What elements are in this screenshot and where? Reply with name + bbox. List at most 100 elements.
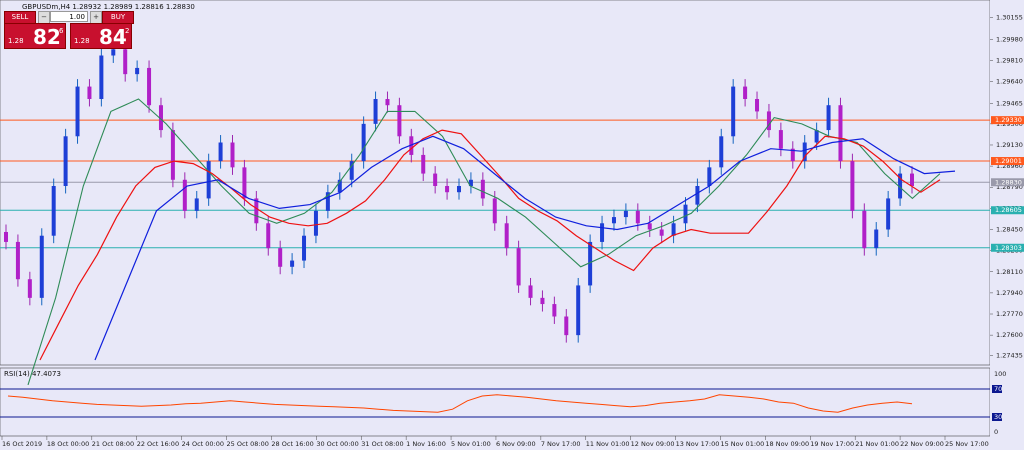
rsi-axis-100: 100	[994, 370, 1006, 378]
lot-size-input[interactable]: 1.00	[50, 11, 88, 22]
hline-tag-label: 1.29330	[995, 116, 1022, 124]
candle-body	[147, 67, 152, 106]
time-tick-label: 11 Nov 01:00	[586, 440, 630, 448]
candle-body	[302, 235, 307, 261]
candle-body	[683, 204, 688, 224]
time-tick-label: 15 Nov 01:00	[720, 440, 764, 448]
candle-body	[588, 241, 593, 286]
time-tick-label: 5 Nov 01:00	[451, 440, 491, 448]
candle-body	[4, 231, 8, 242]
candle-body	[480, 179, 485, 199]
rsi-line	[7, 394, 913, 413]
candle-body	[528, 285, 533, 298]
price-tick-label: 1.29980	[996, 35, 1023, 43]
price-tick-label: 1.27600	[996, 331, 1023, 339]
candle-body	[27, 279, 32, 298]
candle-body	[290, 260, 295, 267]
candle-body	[731, 86, 736, 137]
candle-body	[790, 148, 795, 162]
one-click-trading-panel: SELL − 1.00 + BUY 1.28 82 6 1.28 84 2	[2, 11, 134, 49]
buy-button[interactable]: 1.28 84 2	[70, 23, 132, 49]
hline-tag-label: 1.28303	[995, 244, 1022, 252]
candle-body	[886, 198, 891, 230]
time-tick-label: 7 Nov 17:00	[541, 440, 581, 448]
candle-body	[111, 49, 116, 56]
candle-body	[63, 136, 68, 186]
candle-body	[647, 223, 652, 230]
candle-body	[814, 130, 819, 143]
ma-red-line	[39, 129, 941, 361]
rsi-tag-30	[992, 413, 1002, 421]
candle-body	[218, 142, 223, 162]
candle-body	[671, 223, 676, 236]
candle-body	[600, 223, 605, 242]
candle-body	[743, 86, 748, 99]
symbol-info: GBPUSDm,H4 1.28932 1.28989 1.28816 1.288…	[22, 3, 195, 11]
hline-tag	[991, 116, 1024, 125]
sell-price-big: 82	[33, 25, 61, 49]
time-tick-label: 25 Oct 08:00	[227, 440, 269, 448]
candle-body	[778, 130, 783, 149]
candle-body	[492, 198, 497, 224]
rsi-label: RSI(14) 47.4073	[4, 370, 61, 378]
candle-body	[623, 210, 628, 218]
candle-body	[51, 186, 56, 236]
time-tick-label: 22 Oct 16:00	[137, 440, 179, 448]
price-tick-label: 1.27435	[996, 352, 1023, 360]
price-tick-label: 1.29810	[996, 56, 1023, 64]
time-axis-labels: 16 Oct 2019 18 Oct 00:00 21 Oct 08:00 22 Oc…	[1, 436, 989, 448]
candle-body	[635, 210, 640, 224]
price-axis-labels: 1.30155 1.29980 1.29810 1.29640 1.29465 1.293…	[990, 14, 1023, 360]
buy-price-sup: 2	[125, 27, 130, 35]
candle-body	[838, 105, 843, 162]
hline-tag	[991, 206, 1024, 215]
candle-body	[266, 223, 271, 249]
price-tick-label: 1.29465	[996, 99, 1023, 107]
candle-body	[194, 198, 199, 211]
rsi-axis-70: 70	[994, 385, 1002, 393]
time-tick-label: 6 Nov 09:00	[496, 440, 536, 448]
candle-body	[898, 173, 903, 199]
hline-tag	[991, 178, 1024, 187]
price-tick-label: 1.28790	[996, 183, 1023, 191]
candle-body	[230, 142, 235, 168]
sell-price-sup: 6	[59, 27, 64, 35]
price-tick-label: 1.28110	[996, 268, 1023, 276]
candle-body	[170, 130, 175, 180]
candle-body	[540, 297, 545, 305]
candle-body	[802, 142, 807, 162]
candle-body	[766, 111, 771, 131]
time-tick-label: 25 Nov 17:00	[945, 440, 989, 448]
time-tick-label: 21 Nov 01:00	[855, 440, 899, 448]
price-tick-label: 1.29640	[996, 78, 1023, 86]
ma-green-line	[27, 98, 941, 386]
candle-body	[564, 316, 569, 336]
candle-body	[337, 179, 342, 193]
price-tick-label: 1.27770	[996, 310, 1023, 318]
hline-tag	[991, 157, 1024, 166]
candle-body	[504, 223, 509, 249]
candle-body	[695, 186, 700, 205]
candle-body	[874, 229, 879, 249]
candle-body	[361, 123, 366, 162]
price-tick-label: 1.30155	[996, 14, 1023, 22]
candle-body	[158, 105, 163, 131]
time-tick-label: 18 Nov 09:00	[765, 440, 809, 448]
rsi-panel[interactable]	[0, 367, 991, 437]
candle-body	[182, 179, 187, 211]
candle-body	[254, 198, 259, 224]
candle-body	[611, 217, 616, 224]
lot-decrease-button[interactable]: −	[38, 11, 50, 24]
ma-blue-line	[94, 135, 956, 361]
rsi-axis-0: 0	[994, 428, 998, 436]
price-tick-label: 1.29130	[996, 141, 1023, 149]
buy-price-big: 84	[99, 25, 127, 49]
candle-body	[755, 99, 760, 112]
candle-body	[242, 167, 247, 199]
time-tick-label: 13 Nov 17:00	[676, 440, 720, 448]
price-tick-label: 1.28450	[996, 226, 1023, 234]
candle-body	[135, 67, 140, 75]
sell-button[interactable]: 1.28 82 6	[4, 23, 66, 49]
price-tick-label: 1.28960	[996, 162, 1023, 170]
